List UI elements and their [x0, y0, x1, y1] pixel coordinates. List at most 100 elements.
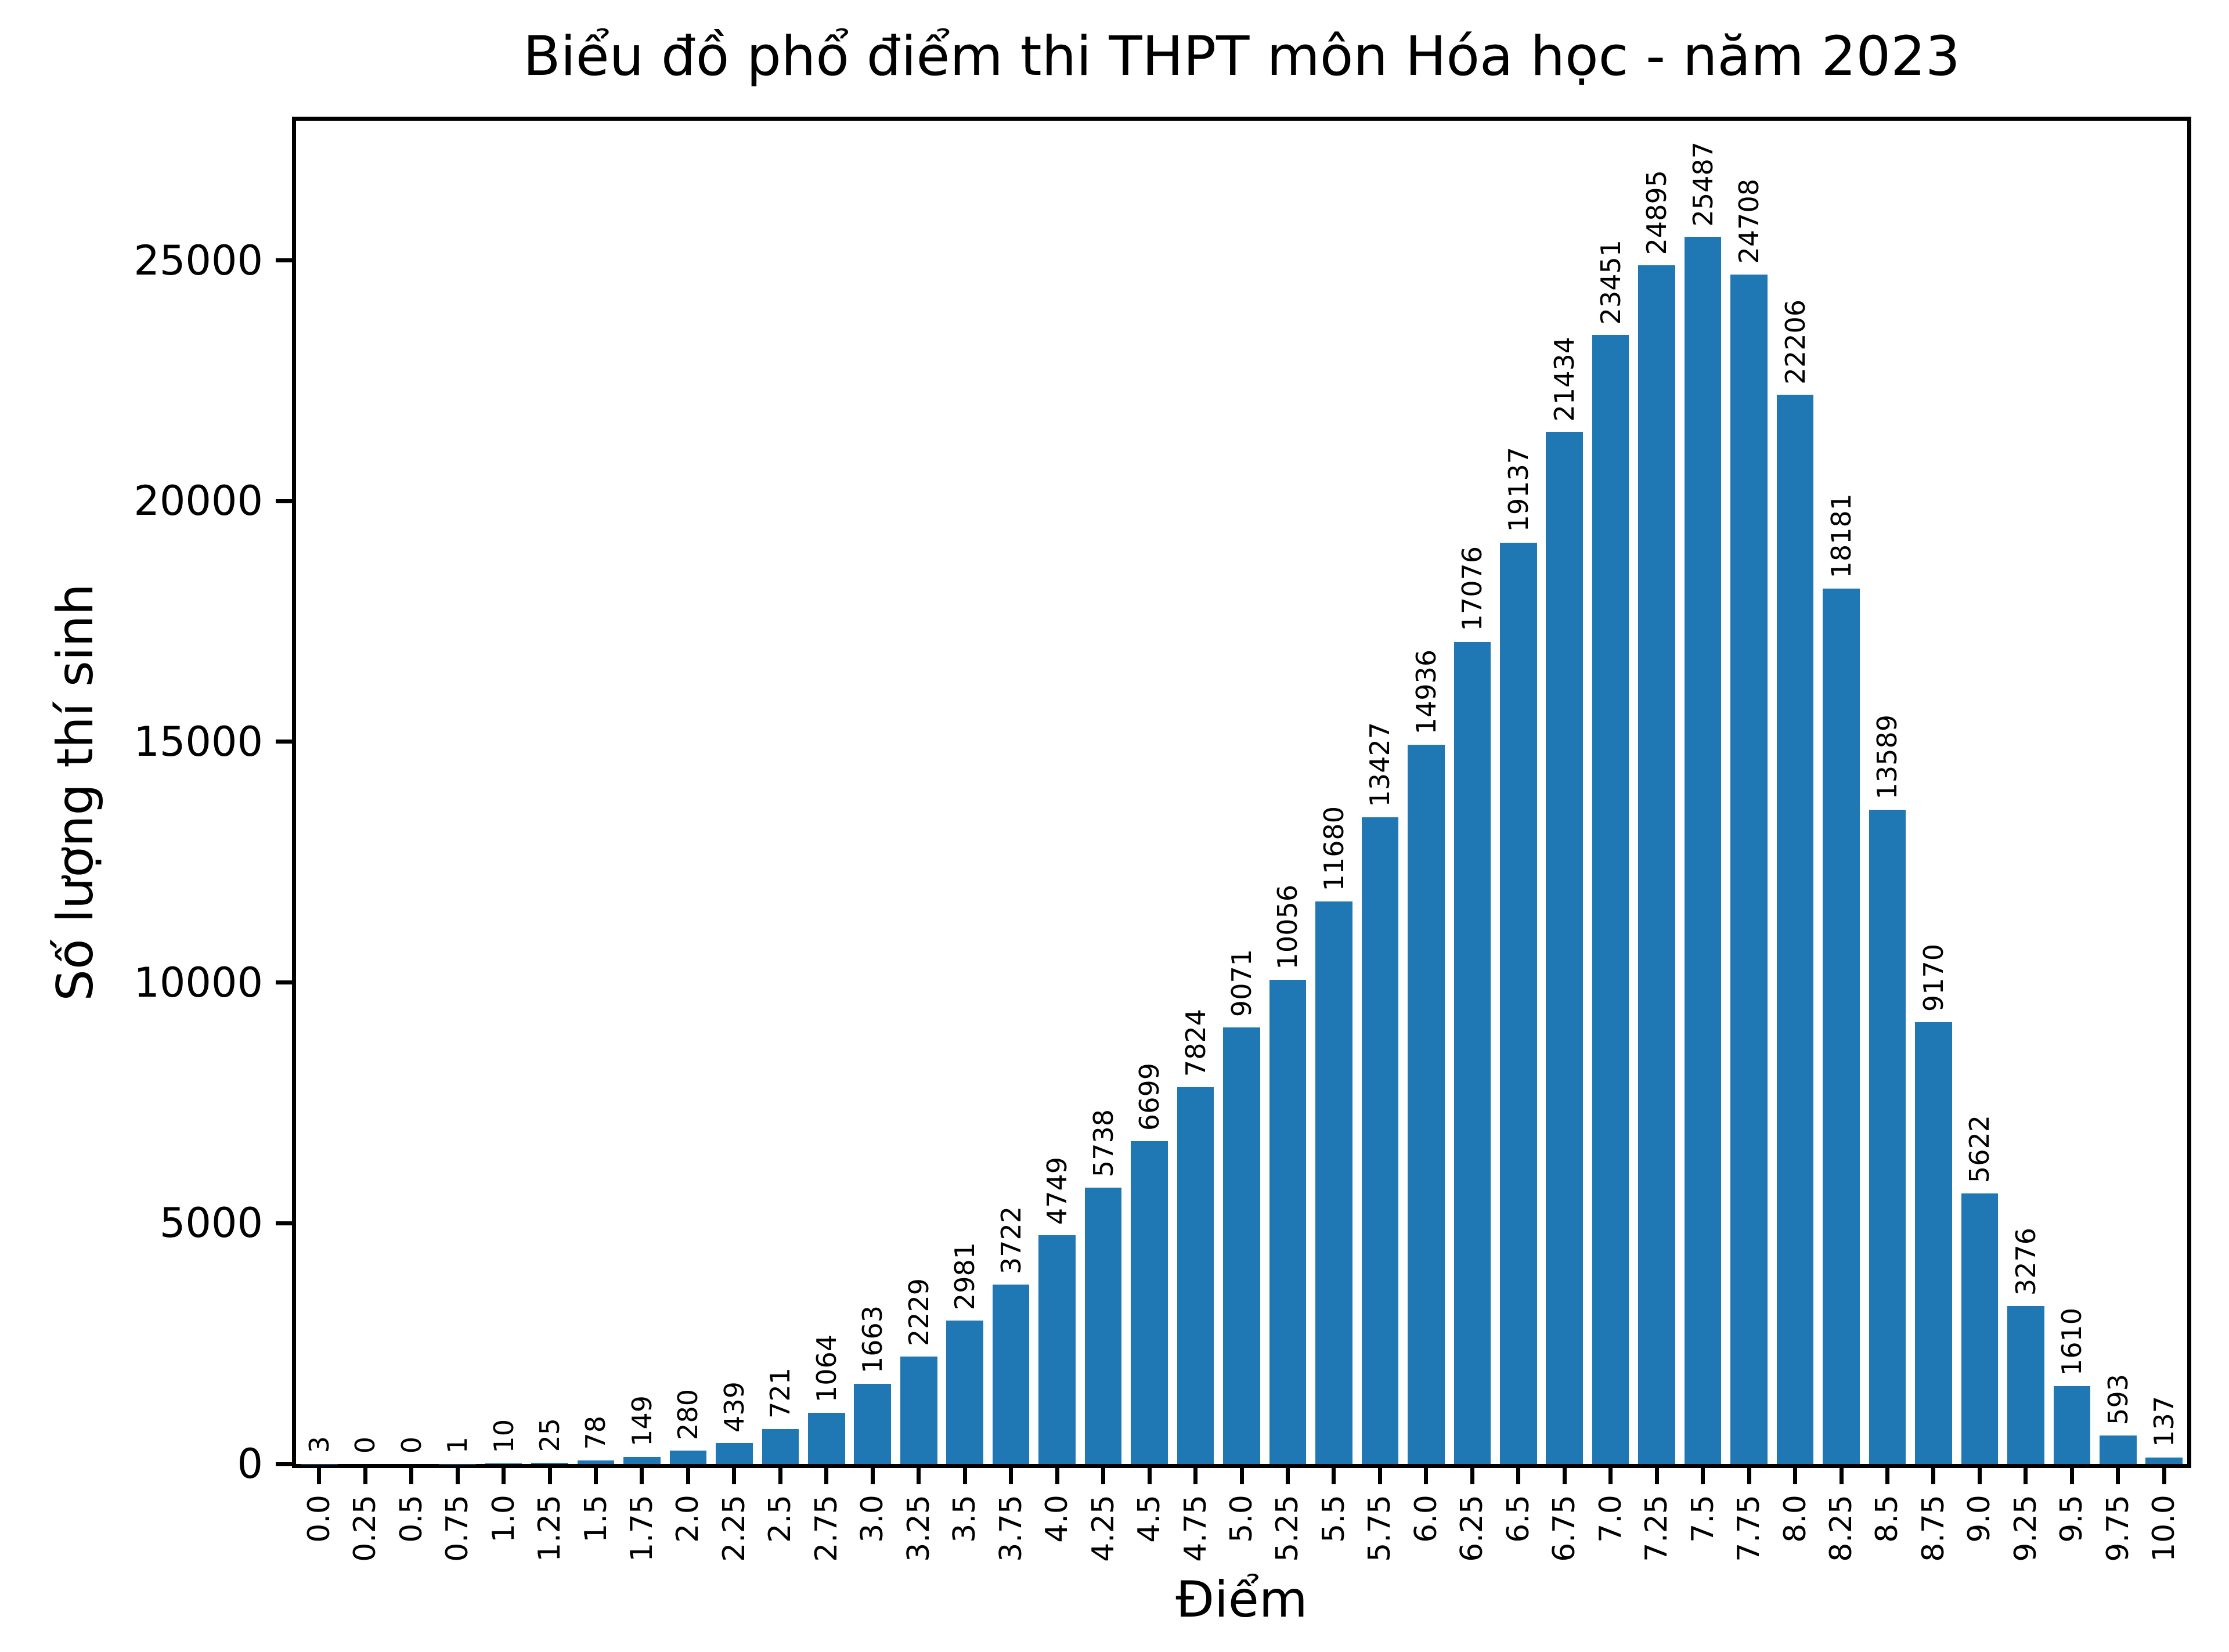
- x-tick-mark: [640, 1468, 644, 1484]
- x-tick: 7.0: [1593, 1468, 1628, 1543]
- bar-value-label: 13589: [1871, 714, 1903, 799]
- bar-value-label: 22206: [1779, 299, 1811, 385]
- x-tick-mark: [1470, 1468, 1474, 1484]
- x-tick-mark: [1516, 1468, 1521, 1484]
- bar: [2100, 1435, 2137, 1464]
- bar: [2145, 1457, 2183, 1464]
- x-tick: 8.25: [1824, 1468, 1859, 1562]
- x-tick-label: 0.5: [394, 1495, 429, 1543]
- x-tick-mark: [1977, 1468, 1982, 1484]
- x-tick-mark: [1239, 1468, 1244, 1484]
- y-axis-label: Số lượng thí sinh: [46, 583, 104, 1001]
- x-tick-mark: [1839, 1468, 1844, 1484]
- bar-slot: 439: [711, 121, 757, 1464]
- bar-slot: 25: [526, 121, 572, 1464]
- x-tick-mark: [1931, 1468, 1936, 1484]
- bar: [1638, 265, 1675, 1464]
- bar: [762, 1429, 799, 1464]
- bar-value-label: 10056: [1272, 884, 1304, 969]
- bar-value-label: 19137: [1502, 447, 1534, 532]
- bar: [1776, 395, 1814, 1464]
- x-tick-label: 7.0: [1593, 1495, 1628, 1543]
- y-tick-label: 5000: [159, 1199, 263, 1247]
- x-tick-label: 5.5: [1316, 1495, 1351, 1543]
- bar-slot: 5622: [1957, 121, 2003, 1464]
- x-tick-label: 6.75: [1547, 1495, 1582, 1562]
- bar-value-label: 280: [672, 1388, 704, 1440]
- bar: [1131, 1141, 1168, 1464]
- x-tick-label: 0.0: [301, 1495, 337, 1543]
- bar-slot: 2981: [942, 121, 987, 1464]
- x-tick: 2.5: [763, 1468, 798, 1543]
- y-tick: 20000: [134, 481, 292, 521]
- x-tick-mark: [1009, 1468, 1013, 1484]
- bar-slot: 11680: [1311, 121, 1357, 1464]
- bar: [716, 1442, 753, 1464]
- x-tick-label: 1.5: [578, 1495, 614, 1543]
- x-tick-label: 6.25: [1455, 1495, 1490, 1562]
- bar-value-label: 1610: [2056, 1308, 2088, 1376]
- bar-slot: 19137: [1495, 121, 1541, 1464]
- x-tick-mark: [2116, 1468, 2120, 1484]
- y-tick-mark: [276, 740, 292, 744]
- x-tick-label: 1.25: [532, 1495, 568, 1562]
- bar-value-label: 1663: [857, 1305, 889, 1374]
- x-tick-label: 3.25: [901, 1495, 936, 1562]
- x-tick: 0.75: [440, 1468, 475, 1562]
- bar-value-label: 5738: [1087, 1109, 1119, 1178]
- x-tick: 9.5: [2054, 1468, 2089, 1543]
- bar-value-label: 0: [395, 1436, 427, 1453]
- x-tick: 4.75: [1178, 1468, 1213, 1562]
- x-tick-mark: [1654, 1468, 1659, 1484]
- bar: [1269, 979, 1307, 1464]
- bar: [485, 1463, 522, 1464]
- x-tick-label: 0.75: [440, 1495, 475, 1562]
- bar-slot: 1610: [2049, 121, 2095, 1464]
- x-tick: 6.5: [1501, 1468, 1536, 1543]
- x-tick-mark: [870, 1468, 875, 1484]
- bar-value-label: 3722: [995, 1206, 1027, 1275]
- x-tick: 9.0: [1962, 1468, 1997, 1543]
- bar-value-label: 25487: [1687, 141, 1719, 227]
- bar: [1823, 589, 1860, 1464]
- bar-slot: 23451: [1588, 121, 1633, 1464]
- x-tick: 9.25: [2008, 1468, 2043, 1562]
- bar-value-label: 1: [442, 1436, 474, 1453]
- bar-slot: 13427: [1357, 121, 1403, 1464]
- x-tick-label: 3.0: [855, 1495, 890, 1543]
- bar-value-label: 3: [303, 1436, 335, 1453]
- x-tick: 8.0: [1777, 1468, 1813, 1543]
- bar: [1223, 1027, 1260, 1464]
- x-tick-mark: [732, 1468, 737, 1484]
- bar-slot: 24895: [1633, 121, 1679, 1464]
- x-tick-mark: [1793, 1468, 1798, 1484]
- x-tick-mark: [1285, 1468, 1290, 1484]
- bar: [900, 1357, 937, 1464]
- bar: [1453, 641, 1491, 1464]
- x-tick-label: 8.0: [1777, 1495, 1813, 1543]
- bar-slot: 3722: [988, 121, 1034, 1464]
- x-tick-mark: [594, 1468, 598, 1484]
- bar-value-label: 593: [2102, 1374, 2134, 1425]
- x-tick-label: 2.25: [716, 1495, 752, 1562]
- bar-slot: 78: [573, 121, 619, 1464]
- x-tick: 5.5: [1316, 1468, 1351, 1543]
- bar-slot: 9071: [1218, 121, 1264, 1464]
- x-tick: 4.0: [1040, 1468, 1074, 1543]
- bar: [946, 1320, 983, 1464]
- bar-slot: 24708: [1726, 121, 1772, 1464]
- plot-area: 3 0 0 1 10 25 78 149 280 439 721 1064 1663 2229 2981 37…: [134, 117, 2191, 1562]
- bar-value-label: 6699: [1134, 1063, 1166, 1131]
- x-tick-mark: [1193, 1468, 1198, 1484]
- x-tick-mark: [1885, 1468, 1889, 1484]
- x-tick-label: 7.25: [1639, 1495, 1675, 1562]
- bar: [1961, 1193, 1999, 1464]
- x-tick: 3.0: [855, 1468, 890, 1543]
- x-tick-label: 10.0: [2147, 1495, 2182, 1562]
- x-tick-label: 4.75: [1178, 1495, 1213, 1562]
- bar: [2007, 1306, 2044, 1464]
- bar-slot: 1064: [803, 121, 849, 1464]
- bar-value-label: 25: [534, 1418, 566, 1452]
- bar: [992, 1285, 1030, 1464]
- bar-value-label: 10: [488, 1419, 520, 1453]
